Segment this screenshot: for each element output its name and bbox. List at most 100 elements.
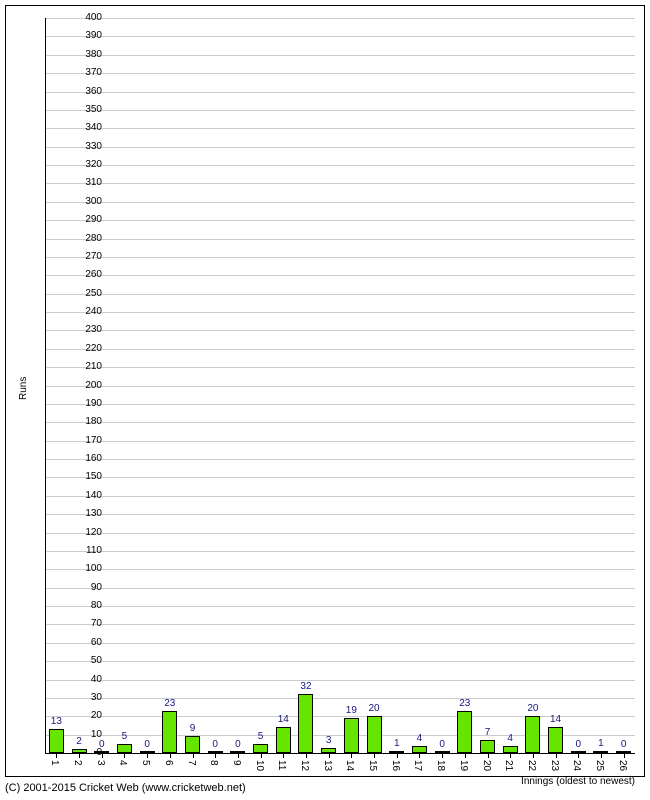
y-tick-label: 400 [47, 13, 102, 23]
x-tick-label: 25 [594, 760, 605, 771]
x-tick-label: 15 [367, 760, 378, 771]
x-tick [465, 753, 466, 758]
grid-line [45, 349, 635, 350]
bar-value-label: 0 [144, 739, 150, 750]
x-tick [147, 753, 148, 758]
grid-line [45, 624, 635, 625]
x-axis-line [45, 753, 635, 754]
grid-line [45, 386, 635, 387]
bar-value-label: 1 [394, 738, 400, 749]
bar [412, 746, 427, 753]
x-tick [397, 753, 398, 758]
grid-line [45, 239, 635, 240]
grid-line [45, 220, 635, 221]
x-tick-label: 17 [412, 760, 423, 771]
x-tick-label: 9 [231, 760, 242, 766]
grid-line [45, 496, 635, 497]
bar [276, 727, 291, 753]
x-tick [215, 753, 216, 758]
x-tick [124, 753, 125, 758]
grid-line [45, 92, 635, 93]
bar-value-label: 5 [258, 731, 264, 742]
grid-line [45, 183, 635, 184]
x-tick-label: 19 [458, 760, 469, 771]
x-tick [261, 753, 262, 758]
y-tick-label: 310 [47, 178, 102, 188]
x-axis-title: Innings (oldest to newest) [521, 776, 635, 787]
grid-line [45, 606, 635, 607]
y-tick-label: 130 [47, 509, 102, 519]
bar-value-label: 1 [598, 738, 604, 749]
bar-value-label: 19 [346, 705, 357, 716]
x-tick-label: 22 [526, 760, 537, 771]
grid-line [45, 551, 635, 552]
y-tick-label: 210 [47, 362, 102, 372]
grid-line [45, 275, 635, 276]
x-tick [102, 753, 103, 758]
bar [253, 744, 268, 753]
grid-line [45, 18, 635, 19]
x-tick-label: 1 [49, 760, 60, 766]
bar-value-label: 5 [122, 731, 128, 742]
grid-line [45, 73, 635, 74]
y-tick-label: 380 [47, 50, 102, 60]
grid-line [45, 128, 635, 129]
bar-value-label: 0 [621, 739, 627, 750]
x-tick [601, 753, 602, 758]
x-tick [419, 753, 420, 758]
x-tick-label: 5 [140, 760, 151, 766]
bar [548, 727, 563, 753]
grid-line [45, 514, 635, 515]
bar-value-label: 32 [300, 681, 311, 692]
bar [117, 744, 132, 753]
bar [367, 716, 382, 753]
bar [503, 746, 518, 753]
x-tick-label: 14 [344, 760, 355, 771]
grid-line [45, 477, 635, 478]
bar [480, 740, 495, 753]
x-tick-label: 8 [208, 760, 219, 766]
y-tick-label: 80 [47, 601, 102, 611]
x-tick-label: 18 [435, 760, 446, 771]
grid-line [45, 330, 635, 331]
x-tick-label: 4 [117, 760, 128, 766]
bar-value-label: 23 [164, 698, 175, 709]
x-tick-label: 12 [299, 760, 310, 771]
grid-line [45, 698, 635, 699]
y-tick-label: 320 [47, 160, 102, 170]
grid-line [45, 422, 635, 423]
y-tick-label: 20 [47, 711, 102, 721]
y-tick-label: 390 [47, 31, 102, 41]
y-tick-label: 240 [47, 307, 102, 317]
y-tick-label: 160 [47, 454, 102, 464]
y-tick-label: 170 [47, 436, 102, 446]
y-tick-label: 250 [47, 289, 102, 299]
grid-line [45, 257, 635, 258]
copyright-text: (C) 2001-2015 Cricket Web (www.cricketwe… [5, 782, 246, 794]
y-tick-label: 340 [47, 123, 102, 133]
grid-line [45, 716, 635, 717]
x-tick [578, 753, 579, 758]
grid-line [45, 312, 635, 313]
y-tick-label: 360 [47, 87, 102, 97]
x-tick-label: 23 [549, 760, 560, 771]
chart-frame: 13205023900514323192014023742014010 Runs… [0, 0, 650, 800]
bar-value-label: 23 [459, 698, 470, 709]
grid-line [45, 643, 635, 644]
y-tick-label: 220 [47, 344, 102, 354]
bar-value-label: 14 [278, 714, 289, 725]
x-tick [56, 753, 57, 758]
bar [457, 711, 472, 753]
y-tick-label: 370 [47, 68, 102, 78]
x-tick [79, 753, 80, 758]
x-tick [556, 753, 557, 758]
y-tick-label: 280 [47, 234, 102, 244]
bar [344, 718, 359, 753]
bar-value-label: 0 [575, 739, 581, 750]
y-tick-label: 90 [47, 583, 102, 593]
x-tick [306, 753, 307, 758]
y-axis-title: Runs [18, 377, 29, 400]
grid-line [45, 36, 635, 37]
y-tick-label: 110 [47, 546, 102, 556]
y-tick-label: 70 [47, 619, 102, 629]
